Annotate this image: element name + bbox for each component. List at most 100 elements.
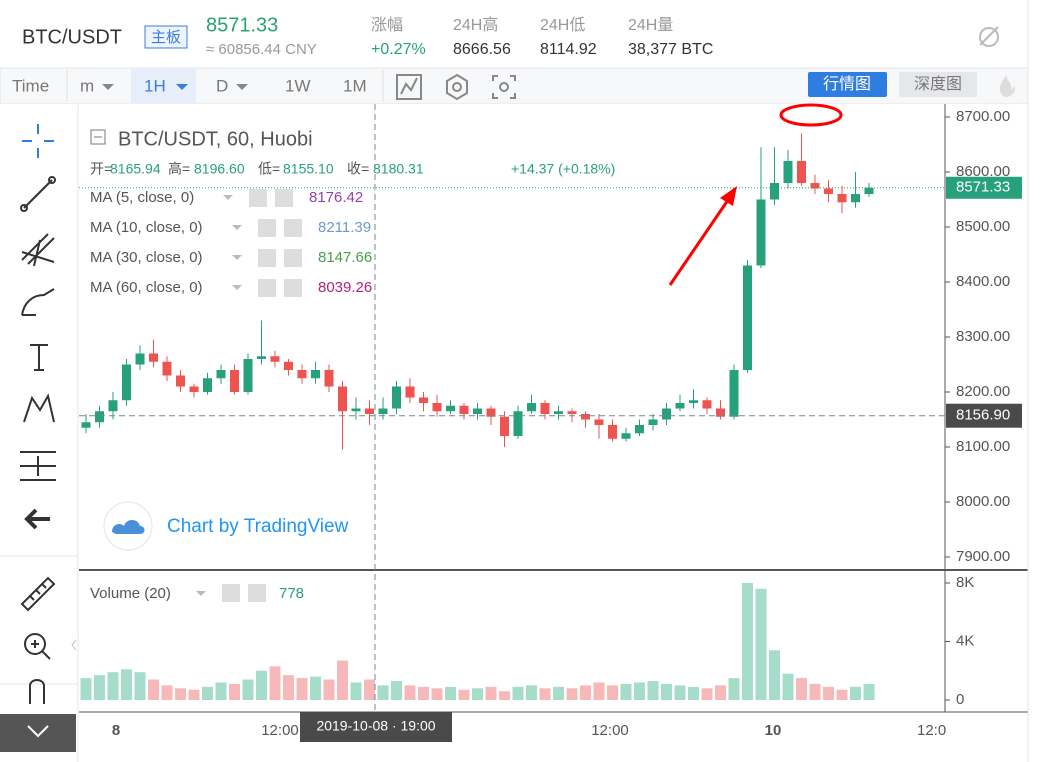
volume-bar: [242, 679, 254, 700]
view-button[interactable]: [808, 72, 887, 97]
volume-bar: [215, 682, 227, 700]
candle-body: [729, 370, 739, 417]
candle-body: [108, 400, 118, 412]
volume-bar: [431, 688, 443, 700]
collapse-button[interactable]: [0, 714, 76, 752]
ma-remove: [284, 219, 302, 237]
volume-bar: [674, 685, 686, 700]
brush-tool[interactable]: [21, 288, 55, 316]
candle-body: [351, 408, 361, 412]
interval[interactable]: 1W: [285, 76, 311, 95]
volume-bar: [391, 680, 402, 700]
y-tick-label: 8500.00: [956, 218, 1010, 235]
theme-icon[interactable]: [999, 75, 1015, 97]
candle-body: [608, 425, 617, 439]
chart-type-icon[interactable]: [396, 74, 422, 100]
candle-body: [122, 364, 131, 401]
candle-body: [338, 386, 347, 412]
candle-body: [392, 386, 401, 409]
candle-body: [662, 408, 671, 420]
symbol: BTC/USDT: [22, 26, 122, 48]
candle-body: [810, 183, 820, 189]
candle-body: [365, 408, 374, 414]
board: 主板: [151, 28, 181, 46]
back-tool[interactable]: [24, 508, 50, 530]
ma-settings: [258, 219, 276, 237]
ruler-tool[interactable]: [20, 576, 56, 612]
time-label: 12:00: [261, 722, 299, 739]
ma-dropdown: [223, 195, 233, 200]
time-label: 12:0: [917, 722, 946, 739]
volume-bar: [121, 669, 132, 700]
volume-bar: [701, 688, 713, 700]
volume-bar: [94, 675, 105, 700]
board-badge: [144, 25, 188, 49]
volume-bar: [863, 683, 875, 700]
ohlc-value: 8165.94: [110, 161, 161, 177]
volume-bar: [323, 679, 335, 700]
last-price-box: [946, 176, 1022, 199]
candle-body: [189, 386, 199, 392]
y2-tick-label: 0: [956, 691, 964, 708]
indicator-icon[interactable]: [446, 73, 468, 101]
volume-bar: [661, 683, 672, 700]
view-button[interactable]: [899, 72, 977, 97]
pattern-tool[interactable]: [23, 393, 55, 423]
volume-bar: [512, 686, 524, 700]
ma-settings: [258, 279, 276, 297]
line-tool[interactable]: [23, 179, 53, 209]
volume-bar: [350, 682, 362, 700]
candle-body: [851, 194, 860, 203]
interval[interactable]: m: [80, 76, 94, 95]
collapse-icon[interactable]: [90, 129, 106, 145]
crosshair-time-box: [300, 712, 452, 742]
stat-value: 38,377 BTC: [628, 41, 713, 58]
pitchfork-tool[interactable]: [21, 233, 55, 267]
candle-body: [419, 397, 428, 403]
candle-body: [594, 419, 604, 425]
volume-bar: [499, 691, 510, 700]
candle-body: [756, 199, 766, 266]
view-label: 行情图: [823, 75, 871, 93]
candle-body: [581, 414, 590, 420]
volume-bar: [80, 678, 92, 700]
candle-body: [743, 265, 752, 370]
candle-body: [837, 194, 847, 203]
candle-body: [797, 161, 806, 183]
candle-body: [459, 405, 469, 414]
watermark[interactable]: Chart by TradingView: [167, 516, 349, 537]
candle-body: [702, 400, 712, 409]
candle-body: [284, 361, 293, 370]
ma-label: MA (60, close, 0): [90, 279, 203, 296]
settings-icon[interactable]: [979, 26, 999, 47]
ma-value: 8039.26: [318, 279, 372, 296]
cursor-tool[interactable]: [22, 124, 54, 158]
y-tick-label: 8100.00: [956, 438, 1010, 455]
interval[interactable]: 1H: [144, 76, 166, 95]
measure-tool[interactable]: [20, 451, 56, 481]
volume-bar: [728, 678, 740, 700]
ohlc-label: 收=: [347, 161, 369, 177]
volume-bar: [850, 686, 861, 700]
snapshot-icon[interactable]: [492, 75, 516, 99]
interval[interactable]: Time: [12, 76, 49, 95]
interval[interactable]: D: [216, 76, 228, 95]
crosshair-time: 2019-10-08 · 19:00: [316, 718, 435, 734]
volume-bar: [148, 679, 159, 700]
volume-bar: [647, 680, 659, 700]
interval[interactable]: 1M: [343, 76, 367, 95]
volume-bar: [418, 686, 429, 700]
volume-bar: [809, 683, 821, 700]
volume-bar: [256, 670, 267, 700]
stat-value: +0.27%: [371, 41, 426, 58]
zoom-tool[interactable]: [24, 633, 46, 655]
volume-bar: [755, 588, 767, 700]
candle-body: [446, 405, 455, 412]
text-tool[interactable]: [30, 344, 48, 371]
ma-remove: [275, 189, 293, 207]
ma-remove: [284, 279, 302, 297]
crosshair-price-box: [946, 403, 1022, 428]
ma-value: 8147.66: [318, 249, 372, 266]
y-tick-label: 8600.00: [956, 163, 1010, 180]
